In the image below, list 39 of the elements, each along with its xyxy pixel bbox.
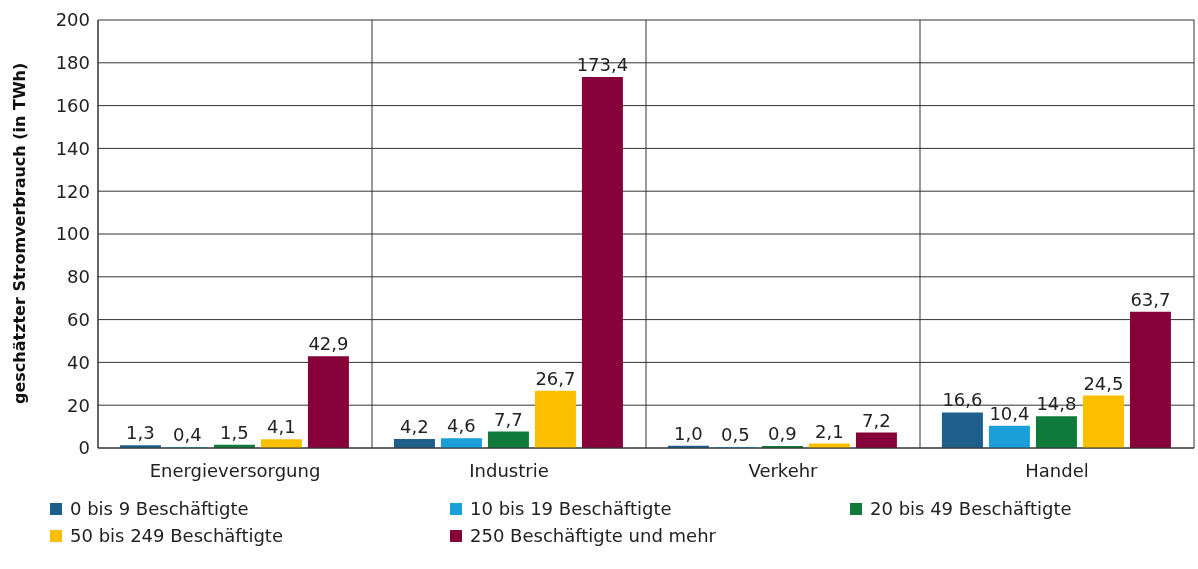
- data-label: 7,7: [494, 408, 523, 430]
- data-label: 10,4: [989, 402, 1030, 424]
- data-label: 63,7: [1130, 288, 1171, 310]
- data-label: 42,9: [308, 333, 349, 355]
- y-tick-label: 200: [55, 9, 90, 31]
- data-label: 0,4: [173, 424, 202, 446]
- data-label: 7,2: [862, 409, 891, 431]
- y-tick-label: 140: [55, 137, 90, 159]
- x-tick-label: Energieversorgung: [149, 459, 321, 481]
- data-label: 0,9: [768, 423, 797, 445]
- data-label: 1,5: [220, 421, 249, 443]
- data-label: 26,7: [535, 367, 576, 389]
- y-tick-label: 120: [55, 180, 90, 202]
- data-label: 1,3: [126, 422, 155, 444]
- data-label: 2,1: [815, 420, 844, 442]
- legend-label: 250 Beschäftigte und mehr: [470, 525, 716, 546]
- y-tick-label: 180: [55, 52, 90, 74]
- legend-label: 10 bis 19 Beschäftigte: [470, 498, 672, 519]
- data-label: 1,0: [674, 422, 703, 444]
- legend-label: 0 bis 9 Beschäftigte: [70, 498, 249, 519]
- y-tick-label: 80: [67, 266, 90, 288]
- y-tick-label: 20: [67, 394, 90, 416]
- data-label: 16,6: [942, 389, 983, 411]
- y-tick-label: 60: [67, 308, 90, 330]
- x-tick-label: Industrie: [469, 459, 549, 481]
- data-label: 0,5: [721, 423, 750, 445]
- data-label: 4,6: [447, 415, 476, 437]
- data-label: 24,5: [1083, 372, 1124, 394]
- y-tick-label: 0: [78, 437, 90, 459]
- legend-label: 20 bis 49 Beschäftigte: [870, 498, 1072, 519]
- data-label: 4,1: [267, 416, 296, 438]
- y-tick-label: 160: [55, 94, 90, 116]
- y-tick-label: 100: [55, 223, 90, 245]
- y-axis-title: geschätzter Stromverbrauch (in TWh): [9, 62, 29, 404]
- legend-label: 50 bis 249 Beschäftigte: [70, 525, 284, 546]
- x-tick-label: Handel: [1025, 459, 1089, 481]
- y-tick-label: 40: [67, 351, 90, 373]
- data-label: 4,2: [400, 416, 429, 438]
- x-tick-label: Verkehr: [748, 459, 819, 481]
